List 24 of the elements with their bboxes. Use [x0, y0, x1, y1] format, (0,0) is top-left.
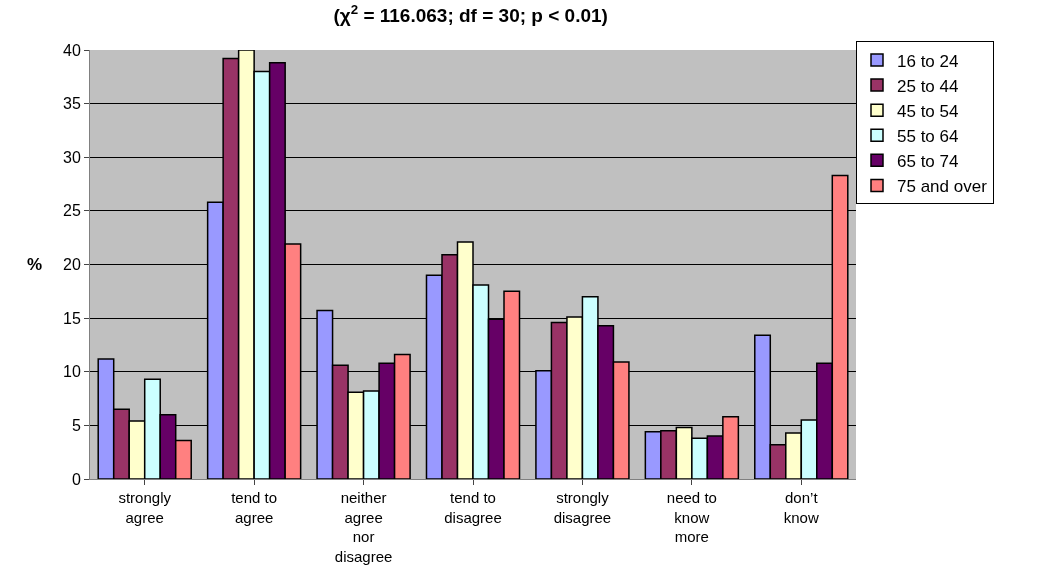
legend-label: 75 and over — [897, 177, 988, 197]
legend-label: 65 to 74 — [897, 152, 959, 171]
y-tick-label: 10 — [63, 363, 81, 381]
x-tick-label: need to know more — [666, 489, 717, 545]
y-tick-label: 40 — [63, 41, 81, 59]
legend-label: 55 to 64 — [897, 126, 959, 146]
legend-label: 45 to 54 — [897, 101, 959, 121]
x-tick-label: strongly agree — [118, 489, 172, 526]
x-tick-label: strongly disagree — [553, 489, 612, 526]
y-tick-label: 5 — [71, 416, 81, 434]
y-tick-label: 25 — [63, 202, 81, 220]
y-axis-title: % — [27, 255, 43, 274]
x-tick-label: don’t know — [783, 489, 819, 526]
y-tick-label: 20 — [63, 256, 81, 274]
x-tick-label: neither agree nor disagree — [334, 489, 393, 565]
chart-title: (χ$^{2}$ = 116.063; df = 30; p < 0.01) — [333, 2, 608, 26]
legend-label: 16 to 24 — [897, 51, 959, 71]
y-tick-label: 30 — [63, 148, 81, 166]
y-tick-label: 0 — [71, 470, 81, 488]
y-tick-label: 35 — [63, 95, 81, 113]
x-tick-label: tend to agree — [231, 489, 278, 526]
legend-label: 25 to 44 — [897, 76, 959, 96]
x-tick-label: tend to disagree — [444, 489, 502, 526]
y-tick-label: 15 — [63, 309, 81, 327]
